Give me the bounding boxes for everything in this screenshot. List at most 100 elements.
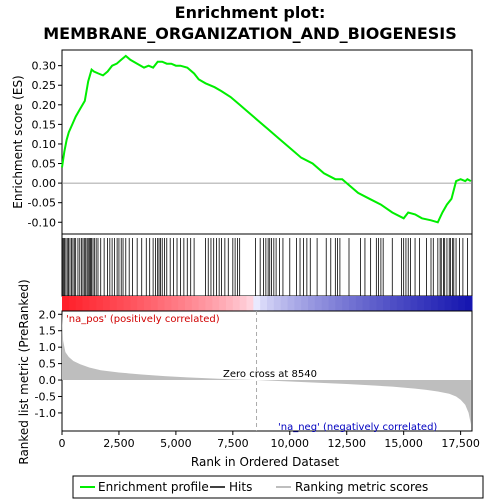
colorbar-segment <box>137 296 145 311</box>
colorbar-segment <box>205 296 213 311</box>
metric-tick-label: 0.0 <box>39 374 57 387</box>
colorbar-segment <box>383 296 391 311</box>
metric-tick-label: 1.0 <box>39 341 57 354</box>
colorbar-segment <box>232 296 241 311</box>
x-tick-label: 10,000 <box>271 437 310 450</box>
metric-tick-label: -0.5 <box>35 390 56 403</box>
colorbar-segment <box>157 296 165 311</box>
colorbar-segment <box>321 296 329 311</box>
x-tick-label: 12,500 <box>327 437 366 450</box>
colorbar-segment <box>267 296 275 311</box>
enrichment-profile-curve <box>61 54 472 224</box>
colorbar-segment <box>68 296 77 311</box>
es-axis: -0.10 -0.05 0.00 0.05 0.10 0.15 0.20 0.25 0.30 <box>28 60 62 229</box>
es-tick-label: 0.05 <box>32 158 57 171</box>
colorbar-segment <box>178 296 186 311</box>
na-pos-label: 'na_pos' (positively correlated) <box>66 314 220 325</box>
es-tick-label: 0.25 <box>32 79 57 92</box>
colorbar-segment <box>130 296 138 311</box>
enrichment-profile-line <box>61 54 472 224</box>
es-tick-label: 0.00 <box>32 177 57 190</box>
colorbar-segment <box>355 296 364 311</box>
colorbar-segment <box>150 296 159 311</box>
colorbar-segment <box>212 296 220 311</box>
metric-panel-frame <box>61 310 473 432</box>
legend-hits-label: Hits <box>229 480 252 494</box>
colorbar-segment <box>403 296 411 311</box>
colorbar-segment <box>458 296 466 311</box>
colorbar-segment <box>62 296 70 311</box>
x-axis-label: Rank in Ordered Dataset <box>191 455 339 469</box>
x-tick-label: 5,000 <box>160 437 192 450</box>
na-neg-label: 'na_neg' (negatively correlated) <box>278 422 437 433</box>
metric-tick-label: 1.5 <box>39 325 57 338</box>
colorbar-segment <box>342 296 350 311</box>
x-tick-label: 2,500 <box>103 437 135 450</box>
legend-profile-label: Enrichment profile <box>98 480 209 494</box>
colorbar-segment <box>82 296 90 311</box>
x-axis: 0 2,500 5,000 7,500 10,000 12,500 15,000 17,500 <box>59 431 480 450</box>
zero-cross-label: Zero cross at 8540 <box>223 369 317 380</box>
metric-tick-label: 2.0 <box>39 308 57 321</box>
chart-title-line2: MEMBRANE_ORGANIZATION_AND_BIOGENESIS <box>43 24 457 43</box>
legend-metric-label: Ranking metric scores <box>295 480 428 494</box>
colorbar-segment <box>465 296 473 311</box>
colorbar-segment <box>376 296 384 311</box>
colorbar-segment <box>226 296 234 311</box>
colorbar-segment <box>451 296 459 311</box>
es-panel-frame <box>61 49 473 235</box>
colorbar-segment <box>335 296 343 311</box>
colorbar-segment <box>369 296 377 311</box>
es-tick-label: 0.30 <box>32 60 57 73</box>
colorbar-segment <box>123 296 131 311</box>
es-tick-label: 0.15 <box>32 118 57 131</box>
colorbar-segment <box>396 296 405 311</box>
colorbar-segment <box>301 296 309 311</box>
es-tick-label: -0.05 <box>28 197 56 210</box>
colorbar-segment <box>144 296 152 311</box>
x-tick-label: 15,000 <box>384 437 423 450</box>
colorbar-segment <box>253 296 261 311</box>
colorbar-segment <box>116 296 124 311</box>
colorbar-segment <box>273 296 282 311</box>
colorbar-segment <box>75 296 83 311</box>
colorbar-segment <box>96 296 104 311</box>
colorbar-segment <box>103 296 111 311</box>
colorbar-segment <box>437 296 446 311</box>
colorbar-segment <box>287 296 295 311</box>
es-tick-label: 0.10 <box>32 138 57 151</box>
metric-axis: 2.0 1.5 1.0 0.5 0.0 -0.5 -1.0 <box>35 308 62 420</box>
colorbar-segment <box>185 296 193 311</box>
metric-tick-label: 0.5 <box>39 358 57 371</box>
colorbar-segment <box>239 296 247 311</box>
colorbar-segment <box>308 296 316 311</box>
colorbar-segment <box>219 296 227 311</box>
colorbar-segment <box>246 296 254 311</box>
colorbar-segment <box>164 296 172 311</box>
colorbar-segment <box>424 296 432 311</box>
colorbar-segment <box>89 296 97 311</box>
es-axis-label: Enrichment score (ES) <box>11 75 25 208</box>
metric-tick-label: -1.0 <box>35 407 56 420</box>
colorbar-segment <box>328 296 336 311</box>
colorbar-segment <box>431 296 439 311</box>
hits-marks <box>62 238 468 296</box>
colorbar-segment <box>390 296 398 311</box>
ranking-metric-area <box>62 311 471 431</box>
es-tick-label: -0.10 <box>28 216 56 229</box>
chart-title-line1: Enrichment plot: <box>175 3 326 22</box>
colorbar-segment <box>294 296 302 311</box>
x-tick-label: 7,500 <box>217 437 249 450</box>
colorbar-segment <box>171 296 179 311</box>
colorbar-segment <box>410 296 418 311</box>
colorbar-segment <box>109 296 118 311</box>
colorbar-segment <box>444 296 452 311</box>
x-tick-label: 17,500 <box>441 437 480 450</box>
rank-colorbar <box>62 296 473 311</box>
es-tick-label: 0.20 <box>32 99 57 112</box>
colorbar-segment <box>314 296 323 311</box>
colorbar-segment <box>362 296 370 311</box>
colorbar-segment <box>198 296 206 311</box>
colorbar-segment <box>349 296 357 311</box>
